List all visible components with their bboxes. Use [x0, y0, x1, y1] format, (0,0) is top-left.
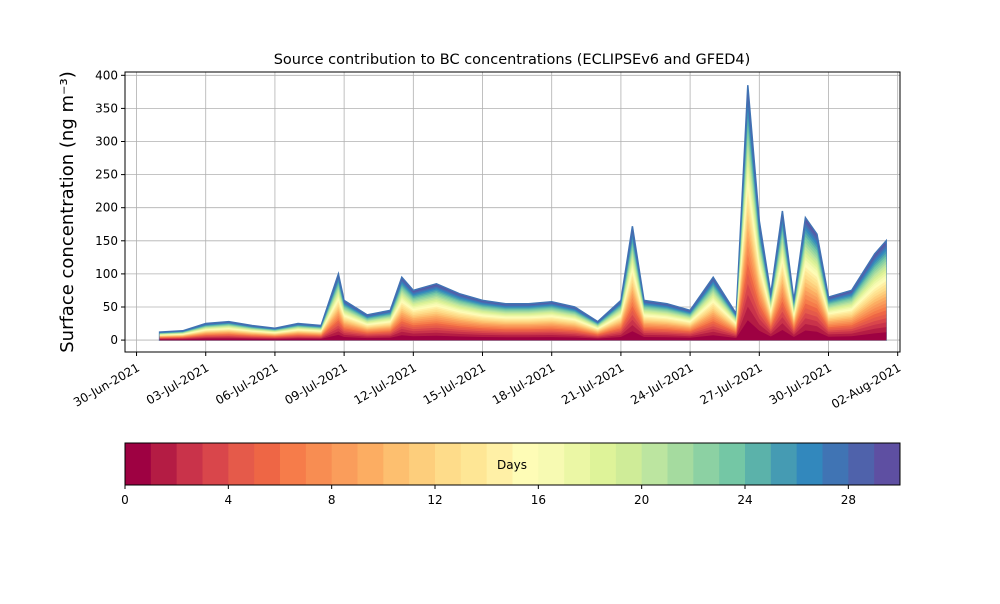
colorbar-swatch — [719, 443, 746, 485]
x-tick-label: 30-Jun-2021 — [71, 360, 142, 409]
colorbar-swatch — [770, 443, 798, 485]
colorbar-swatch — [409, 443, 436, 485]
y-axis-label: Surface concentration (ng m⁻³) — [57, 71, 78, 353]
y-tick-label: 150 — [95, 234, 118, 248]
colorbar-frame — [124, 442, 901, 486]
colorbar-swatch — [874, 443, 901, 485]
colorbar-swatch — [538, 443, 565, 485]
x-tick-label: 12-Jul-2021 — [352, 360, 419, 407]
y-tick-label: 0 — [110, 333, 118, 347]
colorbar-swatch — [125, 443, 152, 485]
colorbar-swatch — [512, 443, 539, 485]
colorbar-tick-label: 24 — [737, 493, 752, 507]
plot-frame — [124, 71, 901, 353]
colorbar-swatch — [228, 443, 255, 485]
colorbar-swatch — [357, 443, 384, 485]
y-tick-label: 300 — [95, 135, 118, 149]
x-tick-label: 03-Jul-2021 — [144, 360, 211, 407]
colorbar-tick-label: 12 — [427, 493, 442, 507]
colorbar-tick-label: 8 — [328, 493, 336, 507]
colorbar-swatch — [383, 443, 410, 485]
colorbar-swatch — [822, 443, 849, 485]
colorbar-swatch — [150, 443, 178, 485]
y-tick-label: 350 — [95, 101, 118, 115]
colorbar-swatch — [460, 443, 488, 485]
colorbar-swatch — [745, 443, 772, 485]
colorbar-swatch — [435, 443, 462, 485]
area-layers — [158, 85, 887, 341]
y-tick-label: 250 — [95, 168, 118, 182]
colorbar-swatch — [176, 443, 203, 485]
colorbar: 0 4 8 12 16 20 24 28 — [121, 442, 901, 507]
colorbar-swatch — [615, 443, 643, 485]
colorbar-tick-label: 16 — [531, 493, 546, 507]
colorbar-swatch — [693, 443, 720, 485]
colorbar-tick-label: 28 — [841, 493, 856, 507]
colorbar-tick-label: 0 — [121, 493, 129, 507]
colorbar-swatch — [641, 443, 668, 485]
y-tick-label: 200 — [95, 201, 118, 215]
x-tick-label: 15-Jul-2021 — [421, 360, 488, 407]
colorbar-swatch — [590, 443, 617, 485]
colorbar-tick-label: 20 — [634, 493, 649, 507]
chart-title: Source contribution to BC concentrations… — [274, 52, 751, 68]
colorbar-swatch — [254, 443, 281, 485]
colorbar-swatch — [564, 443, 591, 485]
colorbar-swatch — [848, 443, 875, 485]
colorbar-label: Days — [497, 458, 527, 472]
colorbar-swatch — [486, 443, 513, 485]
x-tick-label: 24-Jul-2021 — [628, 360, 695, 407]
y-tick-label: 100 — [95, 267, 118, 281]
colorbar-swatch — [667, 443, 694, 485]
colorbar-swatch — [202, 443, 229, 485]
y-tick-label: 50 — [103, 300, 118, 314]
colorbar-tick-label: 4 — [225, 493, 233, 507]
x-tick-label: 21-Jul-2021 — [559, 360, 626, 407]
x-tick-label: 30-Jul-2021 — [767, 360, 834, 407]
colorbar-swatch — [331, 443, 358, 485]
colorbar-swatch — [305, 443, 333, 485]
x-tick-label: 02-Aug-2021 — [829, 360, 903, 411]
colorbar-swatch — [280, 443, 307, 485]
x-tick-label: 27-Jul-2021 — [698, 360, 765, 407]
area-layer-day-0 — [159, 320, 887, 341]
colorbar-swatch — [796, 443, 823, 485]
y-tick-label: 400 — [95, 68, 118, 82]
x-tick-label: 18-Jul-2021 — [490, 360, 557, 407]
x-tick-label: 09-Jul-2021 — [282, 360, 349, 407]
x-tick-label: 06-Jul-2021 — [213, 360, 280, 407]
